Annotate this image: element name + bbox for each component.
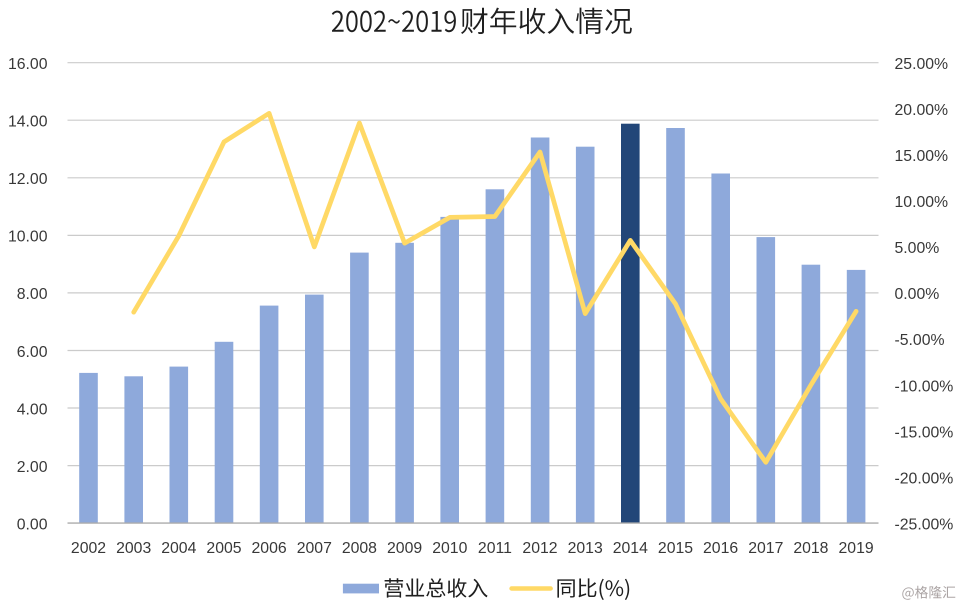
svg-text:-20.00%: -20.00% bbox=[895, 470, 954, 487]
svg-text:4.00: 4.00 bbox=[17, 401, 48, 418]
svg-text:2016: 2016 bbox=[703, 540, 738, 557]
svg-text:2003: 2003 bbox=[116, 540, 151, 557]
svg-text:2006: 2006 bbox=[252, 540, 287, 557]
svg-text:0.00%: 0.00% bbox=[895, 286, 940, 303]
svg-text:-5.00%: -5.00% bbox=[895, 332, 945, 349]
svg-text:2010: 2010 bbox=[432, 540, 467, 557]
svg-text:2004: 2004 bbox=[161, 540, 196, 557]
svg-text:10.00: 10.00 bbox=[8, 229, 48, 246]
svg-text:6.00: 6.00 bbox=[17, 344, 48, 361]
svg-text:10.00%: 10.00% bbox=[895, 194, 949, 211]
svg-text:20.00%: 20.00% bbox=[895, 102, 949, 119]
svg-text:2009: 2009 bbox=[387, 540, 422, 557]
svg-text:2002: 2002 bbox=[71, 540, 106, 557]
svg-text:16.00: 16.00 bbox=[8, 56, 48, 73]
svg-text:2018: 2018 bbox=[793, 540, 828, 557]
svg-text:2011: 2011 bbox=[478, 540, 512, 557]
svg-text:2005: 2005 bbox=[206, 540, 241, 557]
svg-text:0.00: 0.00 bbox=[17, 516, 48, 533]
svg-text:2013: 2013 bbox=[568, 540, 603, 557]
svg-text:2012: 2012 bbox=[522, 540, 557, 557]
svg-text:8.00: 8.00 bbox=[17, 286, 48, 303]
svg-text:2019: 2019 bbox=[839, 540, 874, 557]
svg-text:12.00: 12.00 bbox=[8, 171, 48, 188]
svg-text:-10.00%: -10.00% bbox=[895, 378, 954, 395]
svg-text:14.00: 14.00 bbox=[8, 114, 48, 131]
svg-text:25.00%: 25.00% bbox=[895, 56, 949, 73]
svg-text:-25.00%: -25.00% bbox=[895, 516, 954, 533]
svg-text:2007: 2007 bbox=[297, 540, 332, 557]
svg-text:2008: 2008 bbox=[342, 540, 377, 557]
svg-text:5.00%: 5.00% bbox=[895, 240, 940, 257]
svg-text:2014: 2014 bbox=[613, 540, 648, 557]
svg-text:-15.00%: -15.00% bbox=[895, 424, 954, 441]
svg-text:2.00: 2.00 bbox=[17, 459, 48, 476]
svg-text:2015: 2015 bbox=[658, 540, 693, 557]
svg-text:15.00%: 15.00% bbox=[895, 148, 949, 165]
svg-text:2017: 2017 bbox=[748, 540, 783, 557]
